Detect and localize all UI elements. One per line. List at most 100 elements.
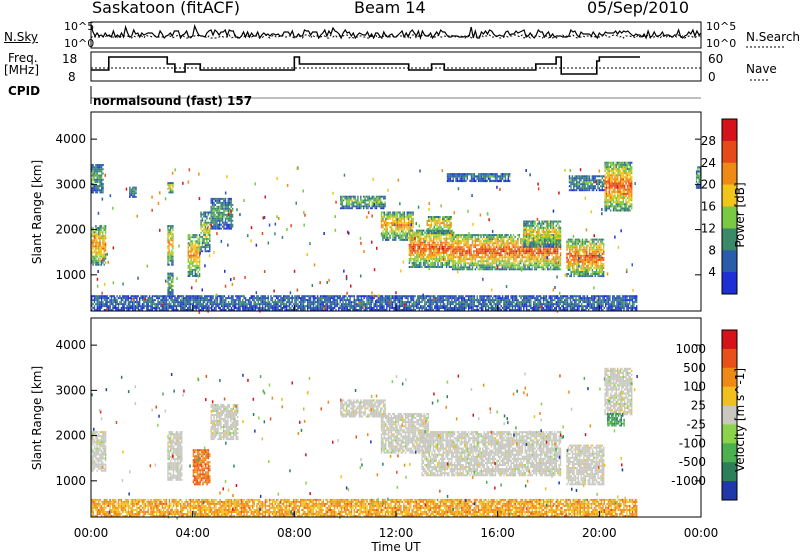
heatmap-cell [590, 252, 592, 255]
heatmap-cell [161, 295, 163, 298]
heatmap-cell [368, 195, 371, 198]
heatmap-cell [494, 177, 497, 180]
heatmap-cell [123, 301, 125, 304]
heatmap-cell [539, 250, 542, 253]
heatmap-cell [172, 278, 174, 281]
heatmap-cell [428, 247, 431, 250]
heatmap-cell [493, 179, 495, 183]
heatmap-cell [146, 309, 148, 311]
heatmap-cell [389, 226, 391, 229]
heatmap-cell [171, 235, 173, 238]
heatmap-cell [154, 307, 156, 309]
heatmap-cell [445, 243, 448, 246]
heatmap-cell [594, 275, 596, 278]
heatmap-cell [364, 199, 366, 202]
heatmap-cell [523, 220, 525, 223]
heatmap-cell [198, 234, 201, 237]
heatmap-cell [102, 297, 104, 300]
heatmap-cell [100, 176, 103, 179]
heatmap-cell [154, 295, 156, 298]
heatmap-cell [375, 203, 378, 206]
heatmap-cell [494, 179, 497, 183]
heatmap-cell [559, 233, 562, 236]
heatmap-cell [605, 203, 608, 206]
heatmap-cell [410, 249, 412, 252]
heatmap-cell [424, 251, 426, 254]
heatmap-cell [481, 256, 484, 259]
heatmap-cell [387, 211, 390, 214]
heatmap-cell [190, 268, 192, 271]
heatmap-cell [484, 244, 486, 247]
heatmap-cell [531, 254, 533, 257]
heatmap-cell [102, 168, 104, 171]
heatmap-cell [587, 175, 589, 178]
heatmap-cell [96, 166, 98, 169]
heatmap-cell [230, 217, 232, 220]
heatmap-cell [530, 254, 532, 257]
heatmap-cell [574, 256, 577, 259]
heatmap-cell [424, 247, 426, 250]
heatmap-cell [611, 170, 613, 173]
heatmap-cell [96, 309, 98, 311]
heatmap-cell [480, 262, 482, 265]
heatmap-cell [464, 264, 467, 267]
heatmap-cell [450, 251, 452, 254]
heatmap-cell [489, 179, 491, 183]
heatmap-cell [428, 253, 431, 256]
heatmap-cell [484, 254, 486, 257]
heatmap-cell [621, 182, 623, 185]
power-heatmap [91, 161, 701, 314]
heatmap-cell [626, 178, 629, 181]
heatmap-cell [229, 201, 231, 204]
heatmap-cell [514, 258, 516, 261]
heatmap-cell [387, 232, 390, 235]
heatmap-cell [473, 254, 475, 257]
heatmap-cell [439, 222, 441, 225]
heatmap-cell [418, 245, 421, 248]
heatmap-cell [461, 173, 463, 176]
heatmap-cell [535, 231, 538, 234]
heatmap-cell [456, 268, 458, 271]
heatmap-cell [470, 268, 472, 271]
heatmap-cell [417, 255, 419, 258]
heatmap-cell [463, 240, 465, 243]
heatmap-cell [470, 258, 472, 261]
heatmap-cell [552, 250, 555, 253]
heatmap-cell [470, 244, 472, 247]
heatmap-cell [584, 246, 586, 249]
heatmap-cell [418, 241, 421, 244]
heatmap-cell [409, 213, 411, 216]
heatmap-cell [450, 237, 452, 240]
heatmap-cell [417, 247, 419, 250]
heatmap-cell [399, 213, 401, 216]
heatmap-cell [393, 234, 396, 237]
heatmap-cell [393, 211, 396, 214]
heatmap-cell [608, 182, 610, 185]
heatmap-cell [488, 248, 491, 251]
heatmap-cell [555, 268, 557, 271]
heatmap-cell [626, 201, 629, 204]
heatmap-cell [360, 207, 362, 210]
heatmap-cell [487, 250, 489, 253]
heatmap-cell [353, 203, 355, 206]
heatmap-cell [450, 257, 452, 260]
heatmap-cell [591, 185, 593, 188]
heatmap-cell [579, 252, 581, 255]
heatmap-cell [459, 240, 461, 243]
heatmap-cell [528, 241, 531, 244]
heatmap-cell [483, 242, 485, 245]
heatmap-cell [587, 260, 589, 263]
heatmap-cell [193, 256, 195, 259]
heatmap-cell [107, 309, 110, 311]
heatmap-cell [574, 271, 577, 273]
heatmap-cell [93, 251, 96, 254]
heatmap-cell [527, 266, 529, 269]
heatmap-cell [585, 181, 588, 184]
heatmap-cell [535, 262, 538, 265]
heatmap-cell [532, 258, 535, 261]
heatmap-cell [437, 216, 440, 218]
heatmap-cell [507, 266, 509, 269]
heatmap-cell [618, 184, 620, 187]
heatmap-cell [461, 254, 464, 257]
heatmap-cell [698, 186, 700, 189]
